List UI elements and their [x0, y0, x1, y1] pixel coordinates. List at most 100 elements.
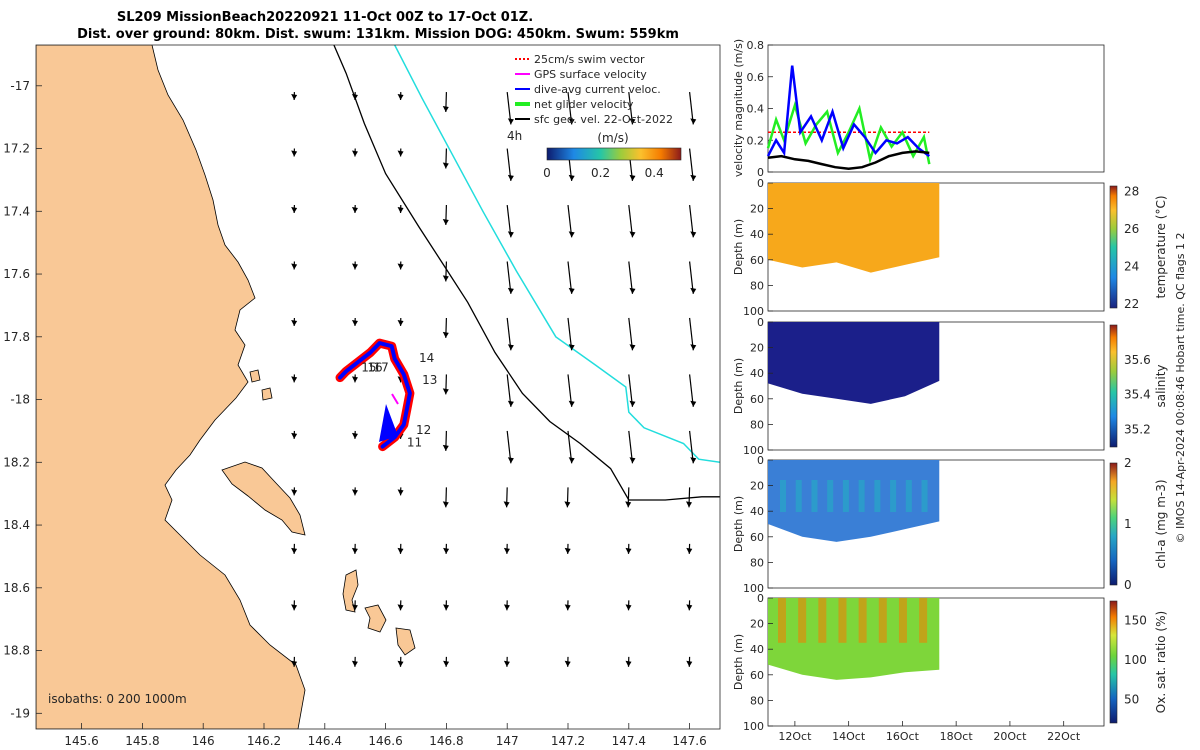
credit-text: © IMOS 14-Apr-2024 00:08:46 Hobart time.…	[1174, 233, 1187, 544]
oxygen-colorbar-tick: 150	[1124, 614, 1147, 628]
day-label-16: 16	[367, 360, 382, 374]
geo-vector-head	[291, 547, 298, 554]
geo-vector-head	[442, 275, 449, 282]
geo-vector-head	[629, 118, 636, 125]
oxygen-colorbar	[1109, 600, 1118, 724]
map-x-tick-label: 146.4	[308, 734, 342, 748]
legend-label: net glider velocity	[534, 98, 634, 111]
geo-vector-head	[351, 660, 358, 667]
temperature-y-tick-label: 100	[743, 305, 764, 318]
velocity-ylabel: velocity magnitude (m/s)	[732, 39, 745, 177]
chla-data-field	[768, 460, 940, 542]
temperature-y-tick-label: 80	[750, 279, 764, 292]
geo-vector-head	[507, 231, 514, 238]
map-y-tick-label: 18.6	[3, 581, 30, 595]
legend-label: sfc geo. vel. 22-Oct-2022	[534, 113, 673, 126]
geo-vector-head	[291, 432, 298, 439]
geo-vector-head	[690, 400, 697, 407]
chla-clabel: chl-a (mg m-3)	[1154, 479, 1168, 568]
geo-vector-head	[625, 501, 632, 508]
geo-vector-head	[291, 150, 298, 157]
speed-colorbar-bar	[546, 147, 682, 161]
geo-vector-head	[291, 94, 298, 101]
map-y-tick-label: -18	[10, 393, 30, 407]
geo-vector-head	[442, 501, 449, 508]
geo-vector-head	[507, 118, 514, 125]
velocity-y-tick-label: 0.8	[747, 39, 765, 52]
geo-vector-head	[564, 547, 571, 554]
geo-vector-head	[442, 218, 449, 225]
geo-vector-head	[443, 547, 450, 554]
chla-streak	[858, 480, 865, 512]
day-label-13: 13	[422, 373, 437, 387]
geo-vector-head	[291, 263, 298, 270]
geo-vector-head	[629, 457, 636, 464]
geo-vector-head	[397, 263, 404, 270]
chla-ylabel: Depth (m)	[732, 496, 745, 552]
velocity-panel: 0 0.2 0.4 0.6 0.8 velocity magnitude (m/s)	[732, 39, 1105, 179]
title-line-2: Dist. over ground: 80km. Dist. swum: 131…	[77, 27, 679, 42]
velocity-y-tick-label: 0.2	[747, 134, 765, 147]
geo-vector-head	[351, 206, 358, 213]
oxygen-y-tick-label: 100	[743, 720, 764, 733]
geo-vector-head	[397, 94, 404, 101]
oxygen-data-field	[768, 598, 940, 680]
geo-vector-head	[351, 150, 358, 157]
geo-vector-head	[397, 489, 404, 496]
map-x-tick-label: 147.4	[612, 734, 646, 748]
chla-y-tick-label: 60	[750, 531, 764, 544]
chla-y-tick-label: 80	[750, 556, 764, 569]
geo-vector-head	[351, 376, 358, 383]
chla-streak	[921, 480, 928, 512]
velocity-axes	[767, 44, 1105, 173]
chla-colorbar-tick: 0	[1124, 578, 1132, 592]
geostrophic-arrow-field	[291, 91, 697, 667]
oxygen-clabel: Ox. sat. ratio (%)	[1154, 611, 1168, 713]
map-y-tick-label: -17	[10, 79, 30, 93]
geo-vector-head	[568, 118, 575, 125]
geo-vector-head	[507, 287, 514, 294]
geo-vector-head	[443, 604, 450, 611]
geo-vector-head	[291, 319, 298, 326]
velocity-y-tick-label: 0.6	[747, 71, 765, 84]
day-label-14: 14	[419, 351, 434, 365]
oxygen-y-tick-label: 60	[750, 669, 764, 682]
geo-vector-head	[690, 231, 697, 238]
oxygen-y-tick-label: 20	[750, 618, 764, 631]
geo-vector-head	[351, 432, 358, 439]
geo-vector-head	[503, 604, 510, 611]
oxygen-y-tick-label: 40	[750, 643, 764, 656]
geo-vector-head	[442, 162, 449, 169]
chla-colorbar-tick: 1	[1124, 517, 1132, 531]
geo-vector-head	[629, 231, 636, 238]
date-tick-label: 14Oct	[832, 730, 866, 743]
geo-vector-head	[625, 547, 632, 554]
geo-vector-head	[625, 660, 632, 667]
geo-vector-head	[686, 660, 693, 667]
temperature-colorbar-tick: 22	[1124, 297, 1139, 311]
geo-vector-head	[351, 547, 358, 554]
chla-y-tick-label: 20	[750, 480, 764, 493]
salinity-colorbar	[1109, 324, 1118, 448]
oxygen-stripe	[858, 598, 867, 643]
map-y-tick-label: 18.2	[3, 455, 30, 469]
date-tick-label: 12Oct	[778, 730, 812, 743]
map-x-tick-label: 147	[496, 734, 519, 748]
temperature-clabel: temperature (°C)	[1154, 196, 1168, 299]
glider-track-current-vectors	[338, 341, 412, 449]
reef-small-2	[249, 369, 261, 383]
geo-vector-head	[351, 263, 358, 270]
geo-vector-head	[442, 388, 449, 395]
section-temperature: 0 20 40 60 80 100 Depth (m) 22 24 26 28 temperature…	[732, 177, 1168, 318]
title-line-1: SL209 MissionBeach20220921 11-Oct 00Z to…	[117, 10, 533, 25]
geo-vector-head	[443, 660, 450, 667]
map-y-tick-label: 18.4	[3, 518, 30, 532]
geo-vector-head	[503, 547, 510, 554]
geo-vector-head	[442, 331, 449, 338]
colorbar-tick-label: 0.4	[645, 166, 664, 180]
geo-vector-head	[503, 501, 510, 508]
map-y-tick-label: 17.4	[3, 204, 30, 218]
geo-vector-head	[291, 604, 298, 611]
salinity-data-field	[768, 322, 940, 404]
